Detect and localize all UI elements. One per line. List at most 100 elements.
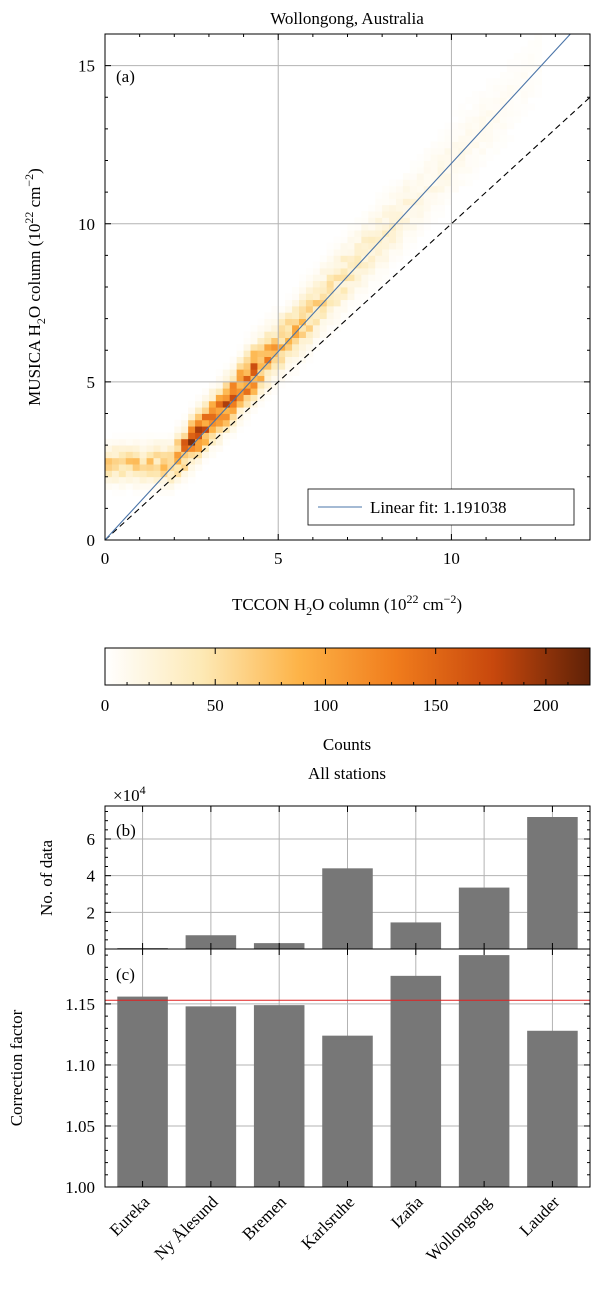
heatmap-cell (319, 318, 328, 326)
panel-b-label: (b) (116, 821, 136, 840)
heatmap-cell (520, 97, 529, 104)
heatmap-cell (105, 476, 113, 484)
heatmap-cell (416, 154, 425, 161)
heatmap-cell (305, 299, 314, 307)
heatmap-cell (257, 362, 265, 370)
heatmap-cell (368, 204, 376, 212)
heatmap-cell (513, 71, 522, 79)
heatmap-cell (402, 192, 411, 199)
heatmap-cell (493, 147, 501, 155)
heatmap-cell (347, 305, 355, 313)
heatmap-cell (347, 299, 355, 307)
heatmap-cell (236, 394, 244, 402)
heatmap-cell (278, 350, 286, 357)
heatmap-cell (389, 230, 397, 237)
heatmap-cell (257, 350, 265, 357)
heatmap-cell (299, 287, 307, 294)
heatmap-cell (333, 305, 341, 313)
heatmap-cell (389, 211, 397, 218)
heatmap-cell (354, 293, 362, 301)
heatmap-cell (181, 451, 189, 459)
heatmap-cell (389, 179, 397, 187)
heatmap-cell (160, 483, 168, 490)
y-tick-label: 2 (87, 903, 96, 922)
heatmap-cell (416, 217, 425, 225)
heatmap-cell (181, 470, 189, 478)
heatmap-cell (506, 109, 515, 117)
heatmap-cell (139, 489, 147, 497)
heatmap-cell (146, 457, 154, 465)
heatmap-cell (347, 255, 355, 263)
panel-a-ylabel: MUSICA H2O column (1022 cm−2) (22, 168, 48, 406)
bar-karlsruhe (322, 868, 373, 949)
heatmap-cell (105, 457, 113, 465)
heatmap-cell (534, 34, 542, 41)
heatmap-cell (402, 230, 411, 237)
heatmap-cell (451, 135, 459, 142)
heatmap-cell (472, 97, 480, 104)
heatmap-cell (139, 451, 147, 459)
heatmap-cell (312, 343, 321, 351)
heatmap-cell (105, 451, 113, 459)
heatmap-cell (250, 375, 258, 383)
heatmap-cell (160, 470, 168, 478)
heatmap-cell (319, 280, 328, 288)
heatmap-cell (312, 280, 321, 288)
panel-a-grid (105, 34, 590, 540)
heatmap-cell (333, 299, 341, 307)
heatmap-cell (451, 185, 459, 193)
heatmap-cell (285, 324, 293, 332)
heatmap-cell (340, 305, 348, 313)
heatmap-cell (236, 400, 244, 408)
legend-fit-label: Linear fit: 1.191038 (370, 498, 506, 517)
heatmap-cell (382, 249, 390, 256)
heatmap-cell (111, 438, 120, 446)
heatmap-cell (243, 388, 251, 395)
heatmap-cell (271, 324, 279, 332)
heatmap-cell (437, 135, 445, 142)
heatmap-cell (472, 141, 480, 149)
heatmap-cell (506, 103, 515, 111)
heatmap-cell (340, 287, 348, 294)
heatmap-cell (375, 230, 383, 237)
heatmap-cell (312, 268, 321, 275)
heatmap-cell (423, 179, 432, 187)
heatmap-cell (465, 166, 473, 174)
bar-bremen (253, 1005, 305, 1187)
y-tick-label: 0 (87, 531, 96, 550)
heatmap-cell (153, 438, 161, 446)
heatmap-cell (188, 400, 196, 408)
heatmap-cell (375, 236, 383, 244)
heatmap-cell (153, 476, 161, 484)
heatmap-cell (229, 432, 238, 440)
heatmap-cell (396, 211, 404, 218)
heatmap-cell (458, 128, 466, 136)
heatmap-cell (333, 268, 341, 275)
heatmap-cell (375, 223, 383, 231)
panel-b-ticks: 0 2 4 6 (87, 806, 590, 959)
heatmap-cell (333, 280, 341, 288)
heatmap-cell (396, 198, 404, 206)
heatmap-cell (285, 299, 293, 307)
heatmap-cell (354, 280, 362, 288)
heatmap-cell (146, 489, 154, 497)
heatmap-cell (299, 299, 307, 307)
heatmap-cell (361, 211, 369, 218)
panel-a-ticks: 0 5 10 0 5 10 15 (78, 33, 591, 568)
heatmap-cell (250, 350, 258, 357)
heatmap-cell (305, 280, 314, 288)
heatmap-cell (215, 381, 224, 389)
heatmap-cell (236, 356, 244, 364)
heatmap-cell (271, 305, 279, 313)
heatmap-cell (264, 331, 272, 338)
heatmap-cell (340, 299, 348, 307)
heatmap-cell (292, 343, 300, 351)
heatmap-cell (479, 160, 487, 168)
heatmap-cell (243, 375, 251, 383)
heatmap-cell (264, 312, 272, 320)
heatmap-cell (305, 305, 314, 313)
heatmap-cell (299, 280, 307, 288)
heatmap-cell (534, 52, 542, 60)
heatmap-cell (278, 369, 286, 376)
